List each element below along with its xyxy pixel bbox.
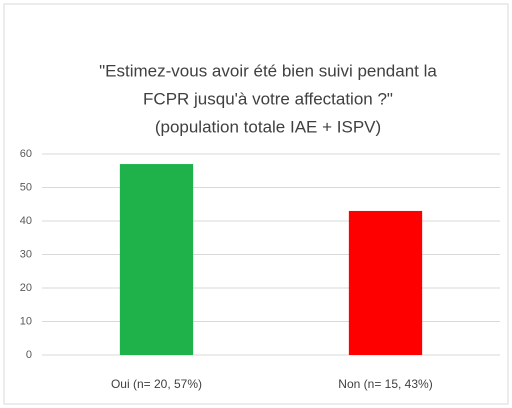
chart-title: (population totale IAE + ISPV) xyxy=(155,117,381,136)
y-tick-label: 40 xyxy=(20,215,32,227)
bar xyxy=(119,164,194,355)
y-tick-label: 60 xyxy=(20,148,32,160)
y-tick-label: 0 xyxy=(26,349,32,361)
chart-border xyxy=(3,3,509,405)
y-tick-label: 30 xyxy=(20,248,32,260)
y-tick-label: 20 xyxy=(20,282,32,294)
y-tick-label: 10 xyxy=(20,315,32,327)
y-tick-label: 50 xyxy=(20,181,32,193)
chart-title: FCPR jusqu'à votre affectation ?" xyxy=(143,89,393,108)
bar xyxy=(348,210,423,355)
chart-title: "Estimez-vous avoir été bien suivi penda… xyxy=(99,61,437,80)
x-tick-label: Oui (n= 20, 57%) xyxy=(111,377,202,391)
x-tick-label: Non (n= 15, 43%) xyxy=(338,377,432,391)
